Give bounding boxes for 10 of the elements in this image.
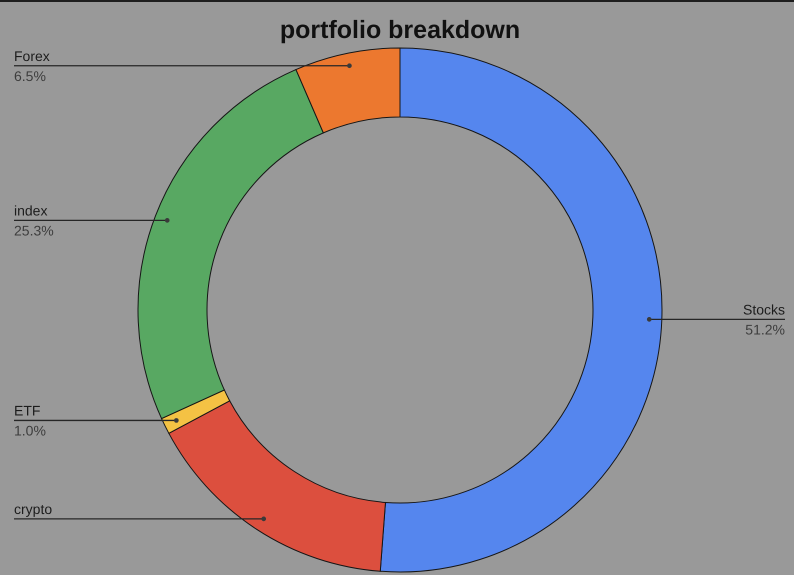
slice-label: Forex xyxy=(14,48,50,64)
data-label: 25.3% xyxy=(14,222,54,238)
data-label: 1.0% xyxy=(14,422,46,438)
chart-title: portfolio breakdown xyxy=(280,16,520,44)
slice-label: index xyxy=(14,202,48,218)
slice-label: Stocks xyxy=(742,301,785,318)
slice-label: crypto xyxy=(14,500,52,517)
data-label: 51.2% xyxy=(745,321,785,338)
slice-label: ETF xyxy=(14,402,40,418)
data-label: 6.5% xyxy=(14,68,46,84)
